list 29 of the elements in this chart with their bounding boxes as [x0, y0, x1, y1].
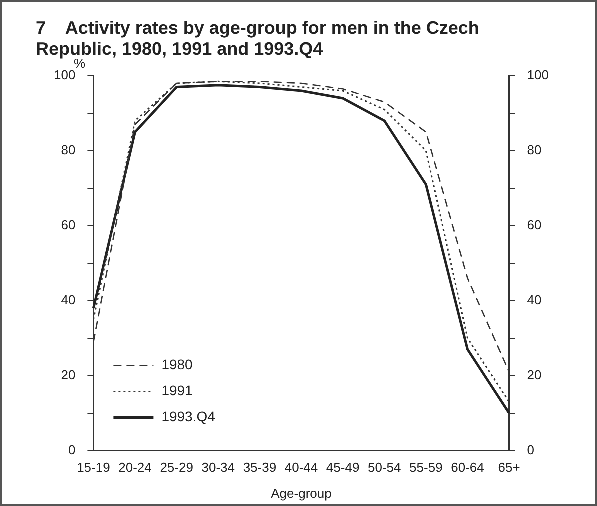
y2-tick-label: 20: [527, 367, 542, 382]
y2-tick-label: 0: [527, 442, 535, 458]
y-tick-label: 100: [54, 68, 76, 83]
x-tick-label: 20-24: [118, 460, 152, 476]
legend-label: 1993.Q4: [162, 408, 216, 425]
x-tick-label: 50-54: [368, 460, 402, 476]
y-tick-label: 40: [61, 292, 76, 308]
y2-tick-label: 60: [527, 218, 542, 232]
y2-tick-label: 100: [527, 68, 550, 83]
y2-tick-label: 80: [527, 142, 542, 158]
y-tick-label: 0: [68, 442, 76, 458]
y-tick-label: 60: [61, 218, 76, 232]
x-tick-label: 15-19: [77, 460, 110, 476]
x-tick-label: 60-64: [451, 460, 484, 476]
x-tick-label: 25-29: [160, 460, 194, 476]
legend-label: 1980: [162, 356, 194, 373]
y2-tick-label: 40: [527, 292, 542, 308]
x-tick-label: 65+: [498, 460, 520, 476]
chart-title: 7 Activity rates by age-group for men in the Czech Republic, 1980, 1991 and 1993.Q4: [36, 18, 480, 59]
x-tick-label: 35-39: [243, 460, 277, 476]
y-axis-title: %: [74, 56, 86, 71]
x-tick-label: 45-49: [326, 460, 360, 476]
x-tick-label: 30-34: [202, 460, 235, 476]
y-tick-label: 20: [61, 367, 76, 382]
y-tick-label: 80: [61, 142, 76, 158]
legend-label: 1991: [162, 382, 194, 399]
x-tick-label: 40-44: [284, 460, 318, 476]
x-tick-label: 55-59: [410, 460, 443, 476]
x-axis-title: Age-group: [271, 486, 332, 501]
